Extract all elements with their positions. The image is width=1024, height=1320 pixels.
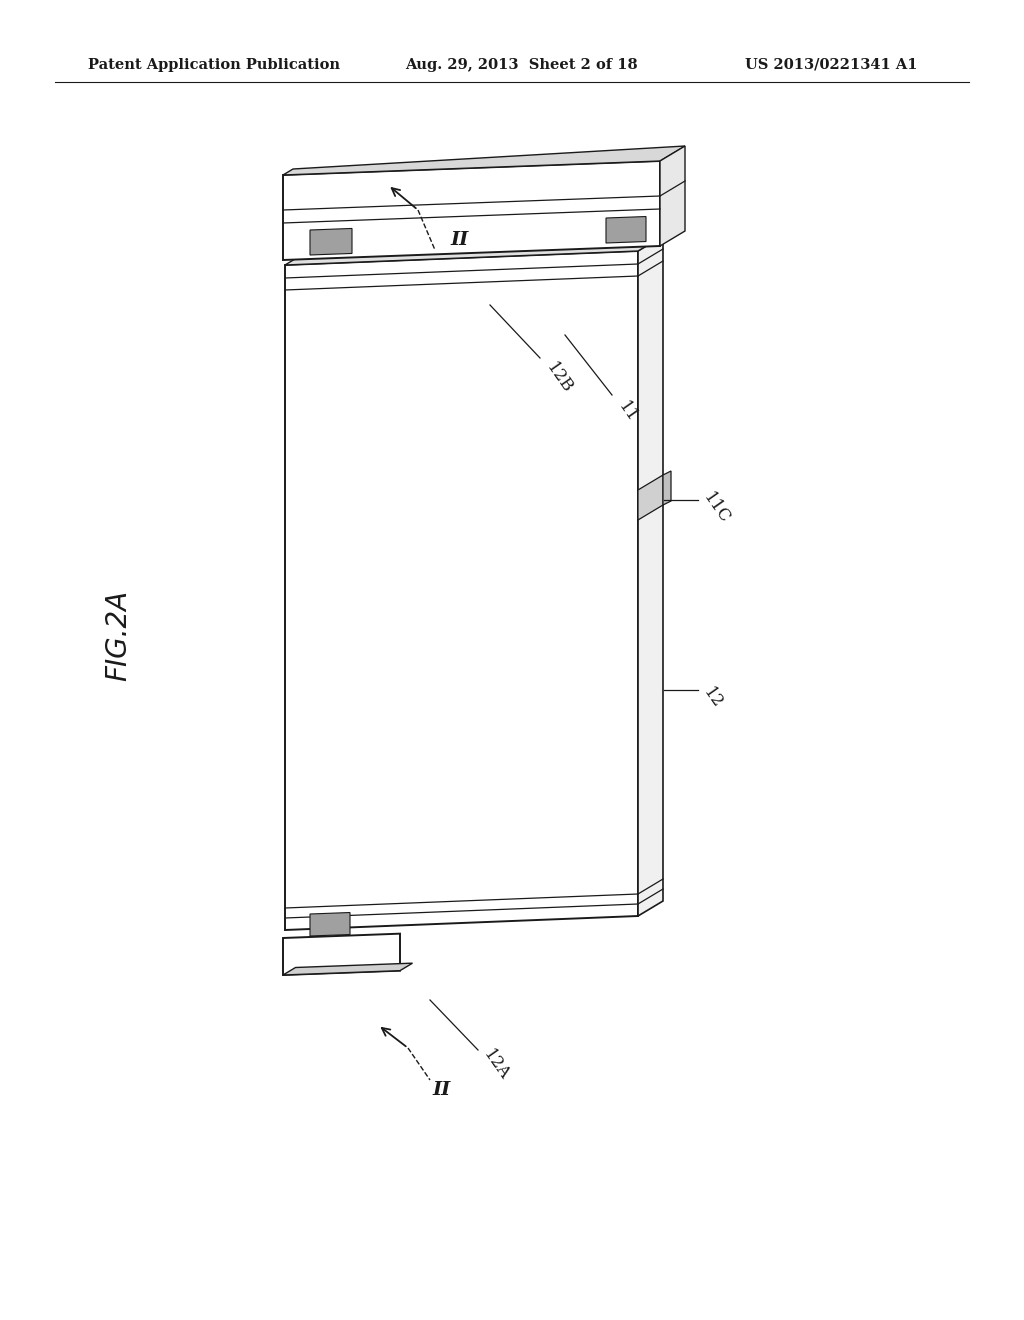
Polygon shape xyxy=(283,933,400,975)
Text: II: II xyxy=(432,1081,451,1100)
Text: 12B: 12B xyxy=(543,359,577,396)
Text: FIG.2A: FIG.2A xyxy=(104,590,132,681)
Polygon shape xyxy=(283,161,660,260)
Text: Aug. 29, 2013  Sheet 2 of 18: Aug. 29, 2013 Sheet 2 of 18 xyxy=(406,58,638,73)
Polygon shape xyxy=(310,912,350,936)
Text: II: II xyxy=(450,231,468,249)
Text: 11: 11 xyxy=(615,399,641,425)
Polygon shape xyxy=(283,964,413,975)
Polygon shape xyxy=(606,216,646,243)
Text: 12: 12 xyxy=(700,685,726,711)
Polygon shape xyxy=(660,147,685,246)
Polygon shape xyxy=(638,236,663,916)
Polygon shape xyxy=(283,147,685,176)
Polygon shape xyxy=(638,475,663,520)
Polygon shape xyxy=(285,236,663,265)
Text: Patent Application Publication: Patent Application Publication xyxy=(88,58,340,73)
Polygon shape xyxy=(663,471,671,506)
Polygon shape xyxy=(310,228,352,255)
Polygon shape xyxy=(285,251,638,931)
Text: 12A: 12A xyxy=(480,1047,513,1084)
Text: 11C: 11C xyxy=(700,490,733,527)
Text: US 2013/0221341 A1: US 2013/0221341 A1 xyxy=(745,58,918,73)
